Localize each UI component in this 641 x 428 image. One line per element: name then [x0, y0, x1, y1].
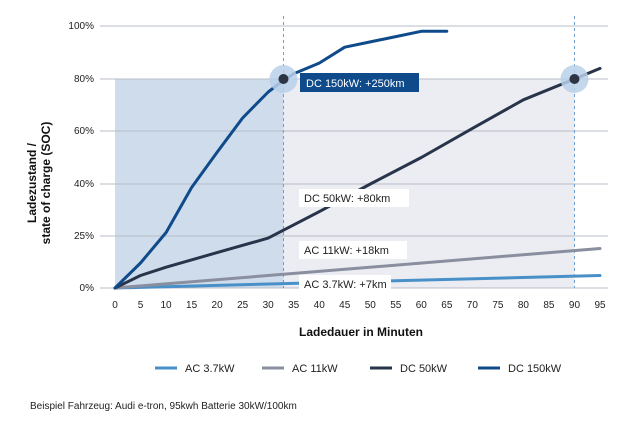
annotation-dc150-box [300, 73, 419, 92]
x-tick-label-40: 40 [314, 300, 326, 311]
x-tick-label-10: 10 [160, 300, 172, 311]
y-tick-label-40: 40% [74, 179, 94, 190]
x-tick-label-15: 15 [186, 300, 198, 311]
y-axis-title-line2: state of charge (SOC) [39, 122, 53, 245]
y-tick-label-60: 60% [74, 126, 94, 137]
x-tick-label-55: 55 [390, 300, 402, 311]
legend-label-dc-150kw: DC 150kW [508, 363, 562, 375]
legend-label-ac-3-7kw: AC 3.7kW [185, 363, 235, 375]
y-tick-label-100: 100% [68, 21, 94, 32]
y-tick-label-80: 80% [74, 74, 94, 85]
x-axis-ticks: 0 5 10 15 20 25 30 35 40 45 50 55 60 65 70 75 80 85 90 95 [112, 300, 606, 311]
annotation-dc50: DC 50kW: +80km [299, 189, 409, 207]
x-tick-label-45: 45 [339, 300, 351, 311]
x-tick-label-5: 5 [138, 300, 144, 311]
annotation-ac37: AC 3.7kW: +7km [299, 275, 391, 293]
annotation-dc150: DC 150kW: +250km [300, 73, 419, 92]
legend-label-dc-50kw: DC 50kW [400, 363, 448, 375]
legend: AC 3.7kW AC 11kW DC 50kW DC 150kW [155, 363, 562, 375]
x-tick-label-25: 25 [237, 300, 249, 311]
annotation-ac37-text: AC 3.7kW: +7km [304, 279, 387, 291]
annotation-ac11: AC 11kW: +18km [299, 241, 407, 259]
series-line-ac-11kw [113, 247, 602, 290]
annotation-dc50-text: DC 50kW: +80km [304, 193, 390, 205]
x-tick-label-90: 90 [569, 300, 581, 311]
x-tick-label-70: 70 [467, 300, 479, 311]
x-tick-label-35: 35 [288, 300, 300, 311]
x-tick-label-50: 50 [365, 300, 377, 311]
y-tick-label-0: 0% [80, 283, 95, 294]
x-tick-label-80: 80 [518, 300, 530, 311]
footnote: Beispiel Fahrzeug: Audi e-tron, 95kwh Ba… [30, 401, 297, 412]
annotation-dc150-text: DC 150kW: +250km [306, 78, 405, 90]
marker-dot-1 [278, 74, 289, 84]
x-axis-title: Ladedauer in Minuten [299, 325, 423, 339]
x-tick-label-65: 65 [441, 300, 453, 311]
x-tick-label-0: 0 [112, 300, 118, 311]
x-tick-label-75: 75 [492, 300, 504, 311]
y-axis-ticks: 0% 25% 40% 60% 80% 100% [68, 21, 94, 294]
marker-dot-2 [569, 74, 580, 84]
x-tick-label-85: 85 [543, 300, 555, 311]
x-tick-label-30: 30 [263, 300, 275, 311]
annotation-ac11-text: AC 11kW: +18km [304, 245, 389, 257]
annotation-dc50-box [299, 189, 409, 207]
legend-label-ac-11kw: AC 11kW [292, 363, 338, 375]
annotation-ac11-box [299, 241, 407, 259]
x-tick-label-95: 95 [594, 300, 606, 311]
markers [269, 65, 589, 93]
y-axis-title-line1: Ladezustand / [25, 142, 39, 223]
y-tick-label-25: 25% [74, 231, 94, 242]
x-tick-label-60: 60 [416, 300, 428, 311]
x-tick-label-20: 20 [212, 300, 224, 311]
annotation-ac37-box [299, 275, 391, 293]
